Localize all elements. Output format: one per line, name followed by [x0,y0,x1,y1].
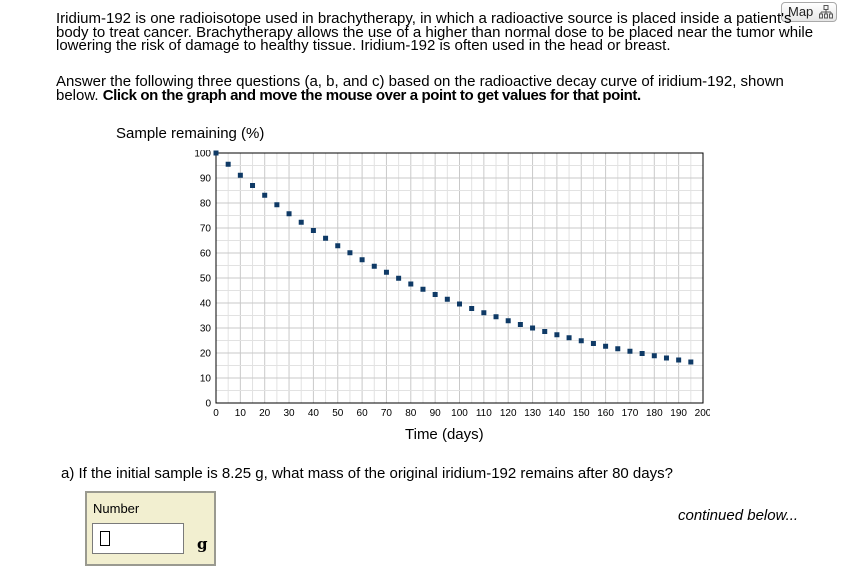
x-tick-label: 60 [357,408,369,419]
data-point[interactable] [469,306,475,311]
intro-paragraph: Iridium-192 is one radioisotope used in … [56,10,814,54]
x-axis-label: Time (days) [405,426,484,443]
data-point[interactable] [237,172,243,178]
data-point[interactable] [335,243,341,249]
data-point[interactable] [676,357,682,363]
y-tick-label: 80 [200,199,212,210]
data-point[interactable] [225,161,231,167]
data-point[interactable] [396,275,402,281]
data-point[interactable] [371,263,377,269]
answer-box: Number g [85,491,216,566]
data-point[interactable] [639,351,645,356]
instructions-paragraph: Answer the following three questions (a,… [56,73,826,104]
answer-input[interactable] [92,523,184,554]
x-tick-labels: 0 10 20 30 40 50 60 70 80 90 100 110 120 130 140 150 160… [213,408,710,419]
decay-curve-chart[interactable]: 0 10 20 30 40 50 60 70 80 90 100 0 10 20 30 40 50 60 70 80… [180,150,710,420]
data-point[interactable] [310,228,316,233]
data-point[interactable] [505,318,511,324]
data-point[interactable] [420,286,426,292]
x-tick-label: 10 [235,408,247,419]
data-point[interactable] [359,257,365,263]
y-tick-label: 70 [200,224,212,235]
data-point[interactable] [432,292,438,297]
x-tick-label: 200 [695,408,710,419]
data-point[interactable] [663,355,669,361]
x-tick-label: 80 [405,408,417,419]
x-tick-label: 140 [549,408,566,419]
x-tick-label: 0 [213,408,219,419]
data-point[interactable] [286,211,292,217]
x-tick-label: 120 [500,408,517,419]
x-tick-label: 50 [332,408,344,419]
y-tick-label: 0 [205,399,211,410]
plot-border [215,152,704,404]
continued-note: continued below... [678,507,799,524]
chart-grid [215,152,704,404]
x-tick-label: 40 [308,408,320,419]
instructions-bold-text: Click on the graph and move the mouse ov… [102,86,641,104]
x-tick-label: 70 [381,408,393,419]
data-point[interactable] [566,335,572,341]
unit-label: g [197,535,208,553]
data-point[interactable] [603,343,609,349]
y-tick-label: 20 [200,349,212,360]
data-point[interactable] [213,150,219,156]
data-point[interactable] [578,338,584,344]
x-tick-label: 20 [259,408,271,419]
x-tick-label: 130 [524,408,541,419]
data-point[interactable] [542,329,548,334]
data-point[interactable] [554,332,560,338]
data-point[interactable] [347,250,353,256]
map-button[interactable]: Map [781,2,837,22]
data-point[interactable] [262,192,268,198]
data-point[interactable] [274,202,280,208]
data-points[interactable] [213,150,694,365]
data-point[interactable] [530,325,536,331]
data-point[interactable] [651,353,657,359]
x-tick-label: 150 [573,408,590,419]
y-tick-label: 10 [200,374,212,385]
data-point[interactable] [444,296,450,302]
y-tick-label: 30 [200,324,212,335]
map-label: Map [788,4,814,19]
x-tick-label: 110 [476,408,492,419]
y-tick-label: 50 [200,274,212,285]
x-tick-label: 30 [283,408,295,419]
data-point[interactable] [457,301,462,307]
y-axis-label: Sample remaining (%) [116,125,265,142]
data-point[interactable] [408,281,414,287]
sitemap-icon [819,5,833,19]
data-point[interactable] [590,341,596,346]
x-tick-label: 90 [430,408,442,419]
x-tick-label: 160 [597,408,614,419]
data-point[interactable] [627,348,633,354]
question-a-text: a) If the initial sample is 8.25 g, what… [61,465,673,482]
y-tick-label: 60 [200,249,212,260]
data-point[interactable] [383,269,389,275]
x-tick-label: 170 [622,408,639,419]
data-point[interactable] [250,183,256,188]
data-point[interactable] [615,346,621,352]
data-point[interactable] [493,314,499,320]
x-tick-label: 190 [670,408,687,419]
x-tick-label: 100 [451,408,468,419]
y-tick-label: 90 [200,174,212,185]
y-tick-label: 40 [200,299,212,310]
x-tick-label: 180 [646,408,663,419]
instructions-text: Answer the following three questions (a,… [56,73,784,104]
data-point[interactable] [298,219,304,225]
y-tick-labels: 0 10 20 30 40 50 60 70 80 90 100 [194,150,211,410]
data-point[interactable] [688,359,694,365]
data-point[interactable] [323,235,329,241]
data-point[interactable] [517,322,523,327]
number-label: Number [93,501,140,516]
y-tick-label: 100 [194,150,211,160]
data-point[interactable] [481,310,487,316]
